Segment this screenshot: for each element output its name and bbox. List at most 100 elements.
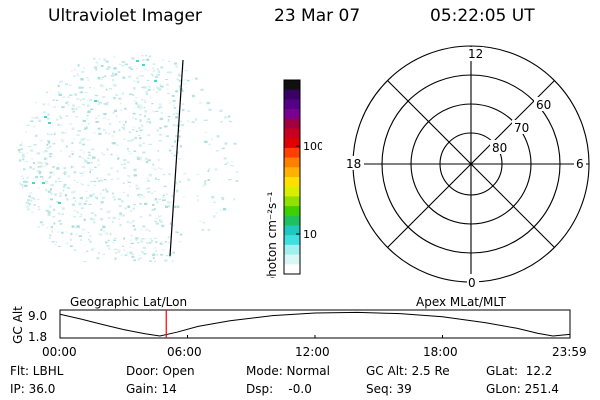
- uv-dot: [152, 163, 154, 166]
- uv-dot: [122, 191, 125, 194]
- uv-dot: [165, 193, 168, 196]
- uv-dot: [107, 118, 110, 121]
- uv-dot: [130, 235, 133, 237]
- uv-dot: [83, 137, 86, 140]
- colorbar-band: [284, 99, 300, 110]
- uv-dot: [47, 113, 50, 116]
- uv-dot: [112, 196, 116, 199]
- uv-dot: [228, 179, 232, 181]
- uv-dot: [108, 105, 110, 107]
- uv-dot: [98, 102, 102, 104]
- uv-dot: [233, 198, 235, 201]
- uv-dot: [159, 88, 162, 91]
- uv-dot: [100, 201, 104, 204]
- uv-dot: [53, 132, 56, 136]
- uv-dot: [119, 224, 122, 227]
- uv-dot: [87, 231, 90, 234]
- uv-dot: [53, 208, 56, 211]
- uv-dot: [129, 152, 133, 155]
- uv-dot: [129, 251, 133, 254]
- uv-dot: [52, 99, 55, 101]
- uv-dot: [122, 76, 126, 79]
- uv-dot: [102, 154, 106, 156]
- uv-dot: [106, 148, 109, 151]
- uv-dot: [148, 230, 151, 233]
- uv-dot: [126, 251, 129, 254]
- uv-dot: [22, 156, 26, 158]
- uv-dot: [148, 55, 152, 58]
- uv-dot: [56, 99, 58, 102]
- uv-dot: [135, 238, 138, 241]
- uv-dot: [136, 77, 139, 80]
- colorbar-band: [284, 264, 300, 275]
- orbit-altitude-curve: [59, 311, 570, 337]
- uv-dot: [77, 211, 80, 214]
- uv-dot: [32, 162, 36, 165]
- uv-dot: [129, 93, 133, 96]
- uv-dot: [221, 147, 225, 150]
- uv-dot: [31, 116, 35, 119]
- uv-dot: [110, 167, 113, 170]
- uv-dot: [105, 102, 108, 106]
- uv-dot: [46, 227, 49, 229]
- uv-dot: [84, 127, 87, 130]
- uv-dot: [127, 194, 129, 197]
- uv-dot: [87, 110, 91, 113]
- uv-dot: [102, 253, 105, 255]
- uv-dot: [154, 220, 158, 223]
- uv-dot: [89, 168, 92, 170]
- uv-dot: [187, 120, 189, 123]
- uv-dot: [22, 177, 24, 180]
- uv-dot: [82, 151, 85, 154]
- uv-dot: [121, 127, 125, 129]
- uv-dot: [155, 217, 158, 219]
- uv-dot: [34, 175, 39, 179]
- uv-dot: [78, 203, 82, 206]
- uv-dot: [80, 123, 84, 125]
- uv-dot: [26, 208, 30, 211]
- uv-dot: [83, 159, 86, 162]
- uv-dot: [132, 224, 135, 227]
- uv-dot: [168, 60, 170, 62]
- uv-dot: [151, 103, 154, 105]
- uv-dot: [180, 120, 182, 123]
- uv-dot: [107, 216, 111, 219]
- uv-dot: [175, 188, 178, 191]
- uv-dot: [157, 88, 161, 91]
- uv-dot: [122, 60, 125, 62]
- uv-dot: [44, 157, 47, 160]
- uv-dot: [82, 98, 86, 100]
- uv-dot: [135, 184, 139, 187]
- uv-dot: [45, 188, 48, 192]
- uv-dot: [28, 203, 32, 205]
- colorbar-band: [284, 196, 300, 207]
- uv-dot: [196, 195, 200, 197]
- uv-dot: [157, 158, 161, 161]
- uv-dot: [83, 261, 87, 262]
- colorbar-band: [284, 186, 300, 197]
- uv-dot: [159, 168, 163, 170]
- uv-dot: [148, 214, 152, 217]
- uv-dot: [222, 207, 227, 211]
- uv-dot: [138, 134, 141, 137]
- uv-dot: [89, 194, 93, 197]
- uv-dot: [208, 108, 212, 111]
- uv-dot: [110, 74, 114, 77]
- uv-dot: [113, 97, 116, 100]
- uv-dot: [141, 250, 144, 254]
- uv-dot: [134, 118, 137, 120]
- uv-dot: [97, 103, 100, 106]
- uv-dot: [142, 142, 145, 145]
- uv-dot: [160, 221, 163, 223]
- uv-dot: [47, 177, 51, 179]
- uv-dot: [108, 132, 111, 136]
- uv-dot: [180, 124, 184, 126]
- uv-dot: [127, 205, 131, 208]
- uv-dot: [99, 192, 102, 196]
- uv-dot: [49, 146, 52, 148]
- uv-dot: [200, 89, 203, 91]
- filter-info: Flt: LBHL: [10, 364, 64, 378]
- y-tick-high: 9.0: [28, 309, 47, 323]
- uv-dot: [70, 70, 73, 73]
- uv-dot: [80, 99, 82, 102]
